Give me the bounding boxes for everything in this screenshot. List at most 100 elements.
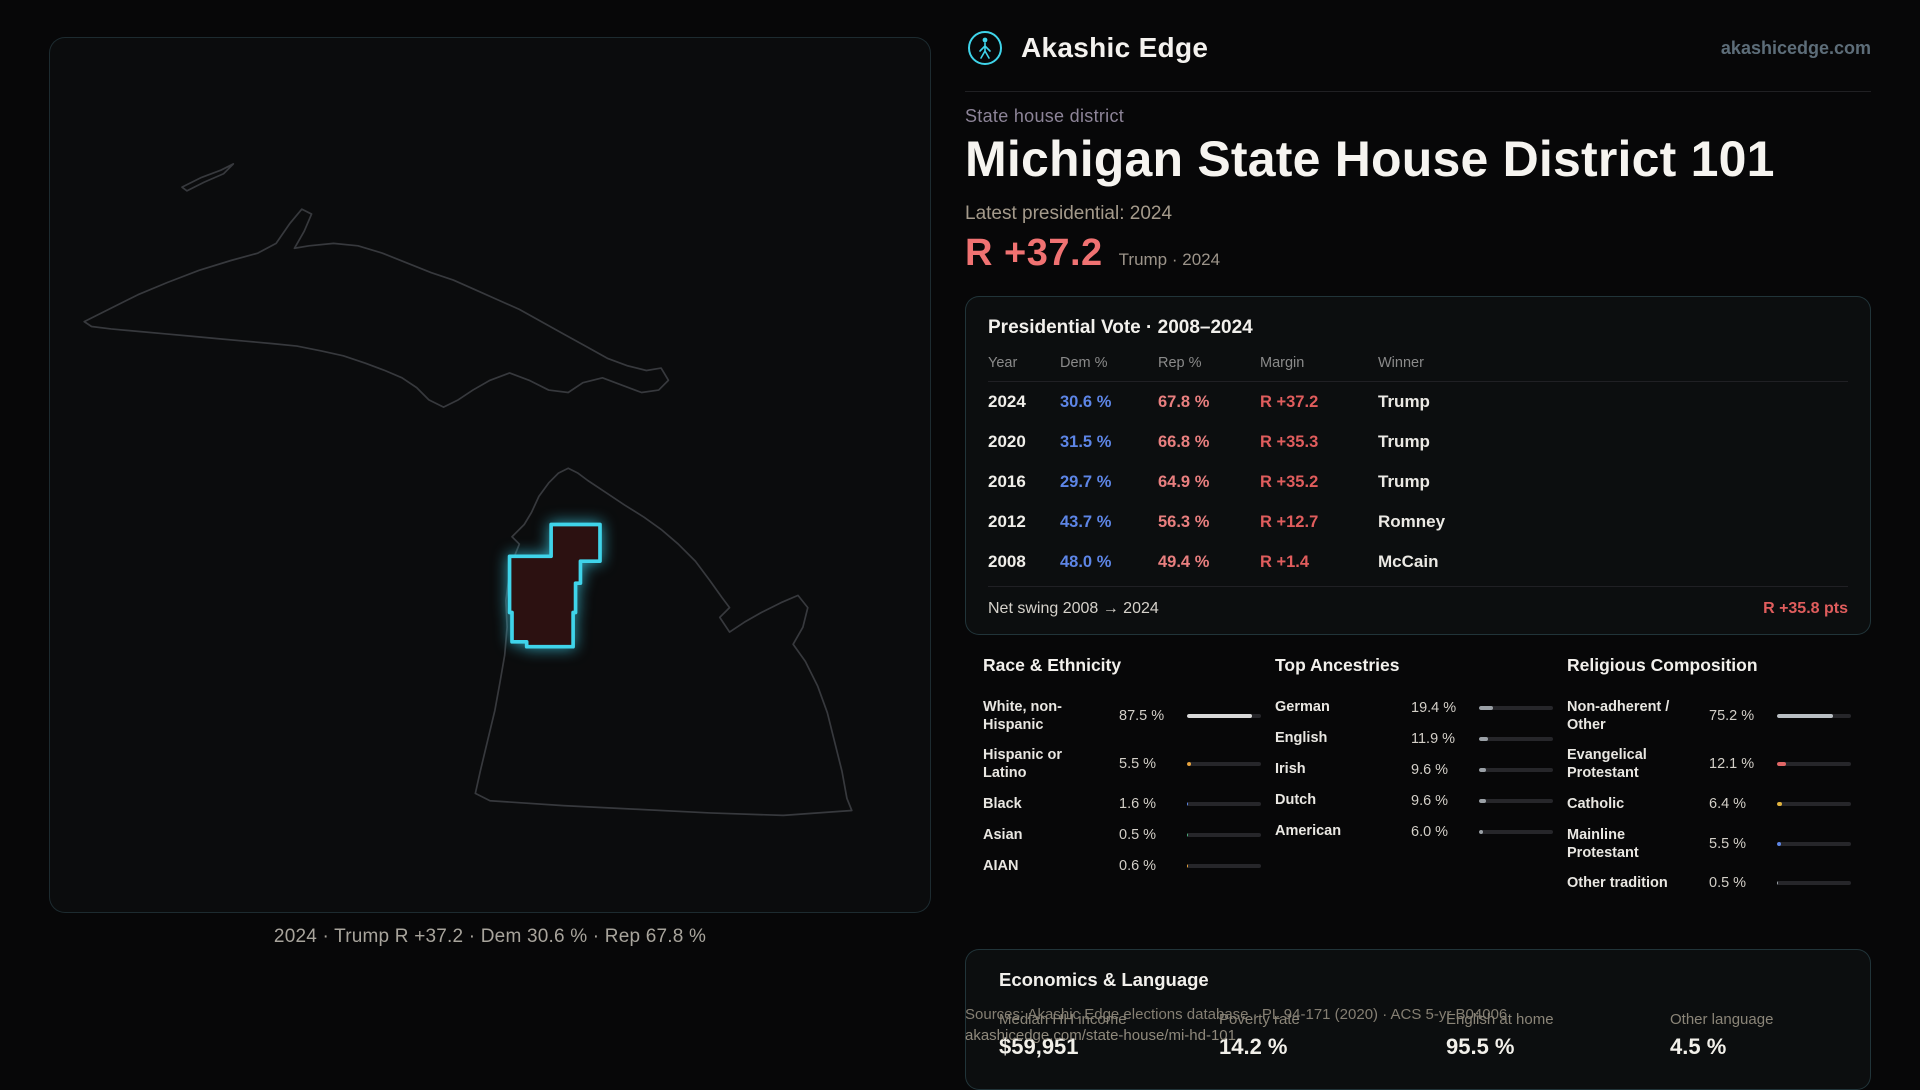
demographics-section: Race & Ethnicity White, non-Hispanic 87.…	[983, 655, 1851, 899]
akashic-edge-logo-icon[interactable]	[965, 28, 1005, 68]
isle-royale-outline	[181, 163, 235, 192]
rep-cell: 64.9 %	[1158, 472, 1210, 491]
percent-bar	[1479, 798, 1553, 803]
demographic-row: Non-adherent / Other 75.2 %	[1567, 692, 1851, 740]
brand-name: Akashic Edge	[1021, 32, 1209, 63]
latest-presidential-label: Latest presidential: 2024	[965, 203, 1173, 224]
race-ethnicity-title: Race & Ethnicity	[983, 655, 1122, 675]
page-title: Michigan State House District 101	[965, 131, 1775, 187]
winner-cell: Romney	[1378, 512, 1446, 531]
race-ethnicity-list: Race & Ethnicity White, non-Hispanic 87.…	[983, 655, 1261, 899]
demographic-value: 5.5 %	[1709, 835, 1747, 852]
year-cell: 2008	[988, 552, 1026, 571]
economics-stats-row: Median HH income $59,951 Poverty rate 14…	[999, 1011, 1846, 1060]
demographic-row: Other tradition 0.5 %	[1567, 868, 1851, 899]
permalink[interactable]: akashicedge.com/state-house/mi-hd-101	[965, 1027, 1236, 1044]
margin-cell: R +12.7	[1260, 512, 1319, 531]
stat-label: Poverty rate	[1219, 1011, 1300, 1028]
dem-cell: 31.5 %	[1060, 432, 1112, 451]
demographic-label: Black	[983, 795, 1022, 812]
margin-cell: R +37.2	[1260, 392, 1319, 411]
demographic-label: AIAN	[983, 857, 1019, 874]
demographic-value: 6.0 %	[1411, 823, 1449, 840]
demographic-label: Irish	[1275, 761, 1306, 778]
year-cell: 2012	[988, 512, 1026, 531]
year-cell: 2024	[988, 392, 1026, 411]
winner-cell: Trump	[1378, 472, 1430, 491]
presidential-panel-title: Presidential Vote · 2008–2024	[988, 317, 1253, 338]
stat-median-income: Median HH income $59,951	[999, 1011, 1219, 1060]
demographic-row: Hispanic or Latino 5.5 %	[983, 740, 1261, 788]
top-ancestries-title: Top Ancestries	[1275, 655, 1400, 675]
demographic-value: 1.6 %	[1119, 796, 1157, 812]
percent-bar	[1479, 829, 1553, 834]
stat-poverty-rate: Poverty rate 14.2 %	[1219, 1011, 1446, 1060]
demographic-label: White, non-Hispanic	[983, 699, 1062, 734]
percent-bar	[1187, 833, 1261, 837]
demographic-value: 6.4 %	[1709, 796, 1747, 812]
presidential-row-2016: 2016 29.7 % 64.9 % R +35.2 Trump	[988, 462, 1848, 502]
site-link[interactable]: akashicedge.com	[1720, 37, 1871, 58]
percent-bar	[1479, 767, 1553, 772]
stat-value: 95.5 %	[1446, 1034, 1515, 1059]
demographic-value: 5.5 %	[1119, 756, 1157, 773]
demographic-label: Non-adherent / Other	[1567, 699, 1670, 734]
demographic-label: Catholic	[1567, 795, 1625, 812]
net-swing-row: Net swing 2008 → 2024 R +35.8 pts	[988, 586, 1848, 618]
demographic-value: 75.2 %	[1709, 708, 1755, 725]
demographic-row: Evangelical Protestant 12.1 %	[1567, 740, 1851, 788]
stat-english-at-home: English at home 95.5 %	[1446, 1011, 1670, 1060]
religious-composition-list: Religious Composition Non-adherent / Oth…	[1567, 655, 1851, 899]
stat-label: Other language	[1670, 1011, 1774, 1028]
stat-value: 14.2 %	[1219, 1034, 1288, 1059]
highlighted-district[interactable]	[507, 522, 602, 649]
religious-composition-title: Religious Composition	[1567, 655, 1758, 675]
presidential-row-2012: 2012 43.7 % 56.3 % R +12.7 Romney	[988, 502, 1848, 542]
demographic-value: 12.1 %	[1709, 756, 1755, 773]
demographic-value: 9.6 %	[1411, 761, 1449, 778]
presidential-row-2008: 2008 48.0 % 49.4 % R +1.4 McCain	[988, 542, 1848, 582]
winner-cell: Trump	[1378, 392, 1430, 411]
headline-margin: R +37.2 Trump · 2024	[965, 232, 1871, 275]
col-rep: Rep %	[1158, 355, 1202, 371]
demographic-row: Irish 9.6 %	[1275, 754, 1553, 785]
year-cell: 2020	[988, 432, 1026, 451]
margin-cell: R +35.3	[1260, 432, 1319, 451]
rep-cell: 67.8 %	[1158, 392, 1210, 411]
percent-bar	[1187, 864, 1261, 868]
dem-cell: 48.0 %	[1060, 552, 1112, 571]
sources-footer: Sources: Akashic Edge elections database…	[965, 1004, 1525, 1046]
demographic-row: Mainline Protestant 5.5 %	[1567, 820, 1851, 868]
dem-cell: 30.6 %	[1060, 392, 1112, 411]
stat-label: Median HH income	[999, 1011, 1127, 1028]
rep-cell: 56.3 %	[1158, 512, 1210, 531]
demographic-value: 19.4 %	[1411, 699, 1457, 716]
percent-bar	[1777, 714, 1851, 719]
demographic-row: Catholic 6.4 %	[1567, 789, 1851, 820]
sources-line: Sources: Akashic Edge elections database…	[965, 1006, 1508, 1023]
percent-bar	[1777, 841, 1851, 846]
rep-cell: 66.8 %	[1158, 432, 1210, 451]
economics-language-panel: Economics & Language Median HH income $5…	[965, 949, 1871, 1090]
col-year: Year	[988, 355, 1018, 371]
percent-bar	[1479, 705, 1553, 710]
top-ancestries-list: Top Ancestries German 19.4 % English 11.…	[1275, 655, 1553, 899]
michigan-map[interactable]	[50, 38, 930, 912]
demographic-value: 0.5 %	[1119, 827, 1157, 843]
demographic-label: American	[1275, 823, 1342, 840]
demographic-value: 0.6 %	[1119, 858, 1157, 874]
district-type-kicker: State house district	[965, 106, 1125, 126]
upper-peninsula-outline	[83, 208, 670, 409]
stat-value: 4.5 %	[1670, 1034, 1727, 1059]
percent-bar	[1187, 714, 1261, 719]
winner-cell: Trump	[1378, 432, 1430, 451]
demographic-value: 0.5 %	[1709, 875, 1747, 892]
percent-bar	[1777, 762, 1851, 767]
presidential-vote-panel: Presidential Vote · 2008–2024 Year Dem %…	[965, 296, 1871, 635]
demographic-label: Other tradition	[1567, 875, 1668, 892]
stat-label: English at home	[1446, 1011, 1554, 1028]
margin-cell: R +35.2	[1260, 472, 1319, 491]
dem-cell: 29.7 %	[1060, 472, 1112, 491]
demographic-label: English	[1275, 730, 1328, 747]
presidential-row-2020: 2020 31.5 % 66.8 % R +35.3 Trump	[988, 422, 1848, 462]
